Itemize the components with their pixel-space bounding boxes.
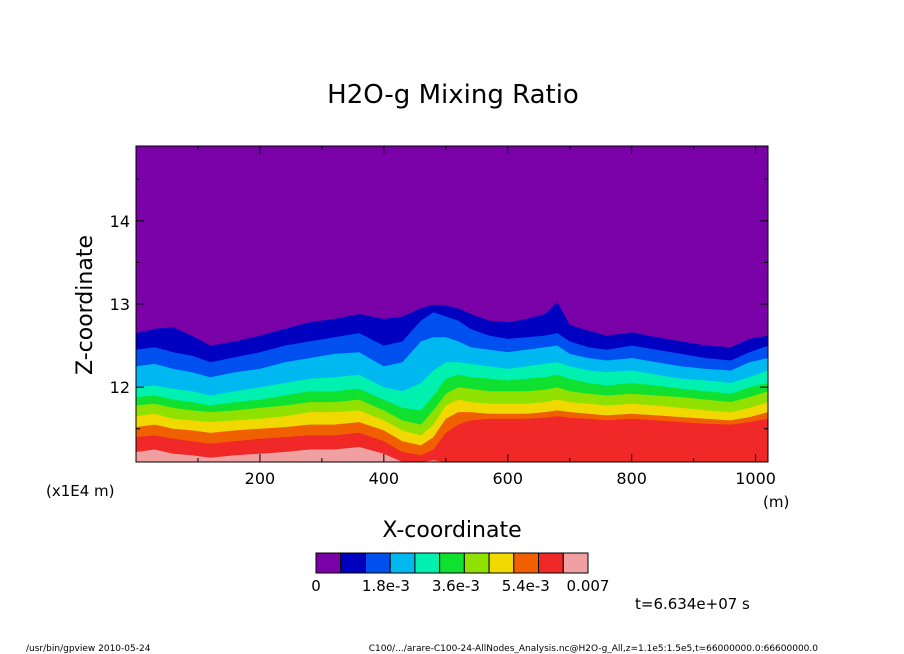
footer-right: C100/.../arare-C100-24-AllNodes_Analysis…: [369, 644, 819, 654]
x-axis: 200 400 600 800 1000: [197, 146, 776, 488]
x-axis-title: X-coordinate: [382, 518, 521, 543]
y-unit-label: (x1E4 m): [46, 482, 115, 500]
colorbar-swatch: [488, 552, 515, 574]
x-tick-label: 1000: [735, 469, 776, 488]
colorbar-labels: 0 1.8e-3 3.6e-3 5.4e-3 0.007: [311, 577, 609, 595]
contour-band-10: [136, 447, 768, 462]
colorbar-swatch: [538, 552, 564, 574]
colorbar-label: 3.6e-3: [432, 577, 480, 595]
colorbar-swatch: [463, 552, 490, 574]
colorbar-label: 5.4e-3: [502, 577, 550, 595]
x-tick-label: 800: [616, 469, 647, 488]
y-tick-label: 13: [110, 295, 130, 314]
chart-title: H2O-g Mixing Ratio: [327, 80, 579, 110]
plot-area: [135, 145, 769, 463]
x-tick-label: 400: [369, 469, 400, 488]
time-label: t=6.634e+07 s: [635, 595, 750, 613]
y-tick-label: 12: [110, 378, 130, 397]
colorbar-swatch: [389, 552, 416, 574]
x-tick-label: 600: [492, 469, 523, 488]
colorbar-swatch: [513, 552, 540, 574]
colorbar-swatch: [562, 552, 589, 574]
y-axis: 12 13 14: [110, 178, 768, 430]
colorbar: [315, 552, 589, 574]
x-unit-label: (m): [763, 493, 789, 511]
colorbar-swatch: [340, 552, 366, 574]
y-tick-label: 14: [110, 212, 130, 231]
contour-band-9: [136, 416, 768, 462]
colorbar-swatch: [315, 552, 342, 574]
y-axis-title: Z-coordinate: [73, 235, 98, 375]
colorbar-swatch: [364, 552, 391, 574]
footer-left: /usr/bin/gpview 2010-05-24: [26, 644, 151, 654]
x-tick-label: 200: [245, 469, 276, 488]
colorbar-swatch: [439, 552, 465, 574]
colorbar-label: 0: [311, 577, 321, 595]
colorbar-label: 1.8e-3: [362, 577, 410, 595]
colorbar-swatch: [414, 552, 441, 574]
colorbar-label: 0.007: [567, 577, 610, 595]
